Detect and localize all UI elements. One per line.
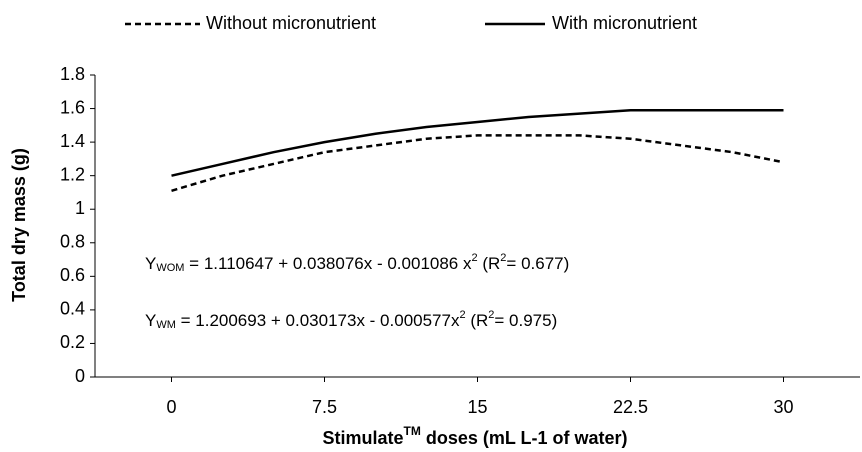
y-tick-label: 1 xyxy=(75,198,85,218)
y-tick-label: 1.6 xyxy=(60,97,85,117)
y-tick-label: 1.2 xyxy=(60,164,85,184)
x-tick-label: 0 xyxy=(166,397,176,417)
eq-y: Y xyxy=(145,311,156,330)
y-axis-label: Total dry mass (g) xyxy=(9,148,29,302)
y-tick-label: 0.8 xyxy=(60,232,85,252)
x-tick-label: 30 xyxy=(773,397,793,417)
equation: YWOM = 1.110647 + 0.038076x - 0.001086 x… xyxy=(145,252,569,274)
y-tick-label: 0.2 xyxy=(60,332,85,352)
x-tick-label: 15 xyxy=(467,397,487,417)
x-tick-label: 22.5 xyxy=(613,397,648,417)
legend-label: With micronutrient xyxy=(552,13,697,33)
eq-y: Y xyxy=(145,254,156,273)
eq-rv: = 0.975) xyxy=(494,311,557,330)
eq-rsup: 2 xyxy=(488,309,494,321)
eq-sub: WM xyxy=(156,319,176,331)
x-label-text: Stimulate xyxy=(322,428,403,448)
eq-r: (R xyxy=(466,311,489,330)
x-tick-label: 7.5 xyxy=(312,397,337,417)
equation: YWM = 1.200693 + 0.030173x - 0.000577x2 … xyxy=(145,309,557,331)
eq-sup: 2 xyxy=(459,309,465,321)
series-line xyxy=(171,134,784,192)
eq-rv: = 0.677) xyxy=(506,254,569,273)
y-tick-label: 1.4 xyxy=(60,131,85,151)
eq-r: (R xyxy=(478,254,501,273)
y-tick-label: 0.4 xyxy=(60,299,85,319)
y-tick-label: 0 xyxy=(75,366,85,386)
eq-sub: WOM xyxy=(156,262,184,274)
y-tick-label: 1.8 xyxy=(60,64,85,84)
y-tick-label: 0.6 xyxy=(60,265,85,285)
x-axis-label: StimulateTM doses (mL L-1 of water) xyxy=(322,424,627,448)
x-label-rest: doses (mL L-1 of water) xyxy=(421,428,628,448)
x-label-sup: TM xyxy=(404,424,421,438)
eq-body: = 1.200693 + 0.030173x - 0.000577x xyxy=(176,311,460,330)
eq-rsup: 2 xyxy=(500,252,506,264)
series-line xyxy=(171,108,784,177)
eq-body: = 1.110647 + 0.038076x - 0.001086 x xyxy=(184,254,472,273)
eq-sup: 2 xyxy=(472,252,478,264)
legend-label: Without micronutrient xyxy=(206,13,376,33)
